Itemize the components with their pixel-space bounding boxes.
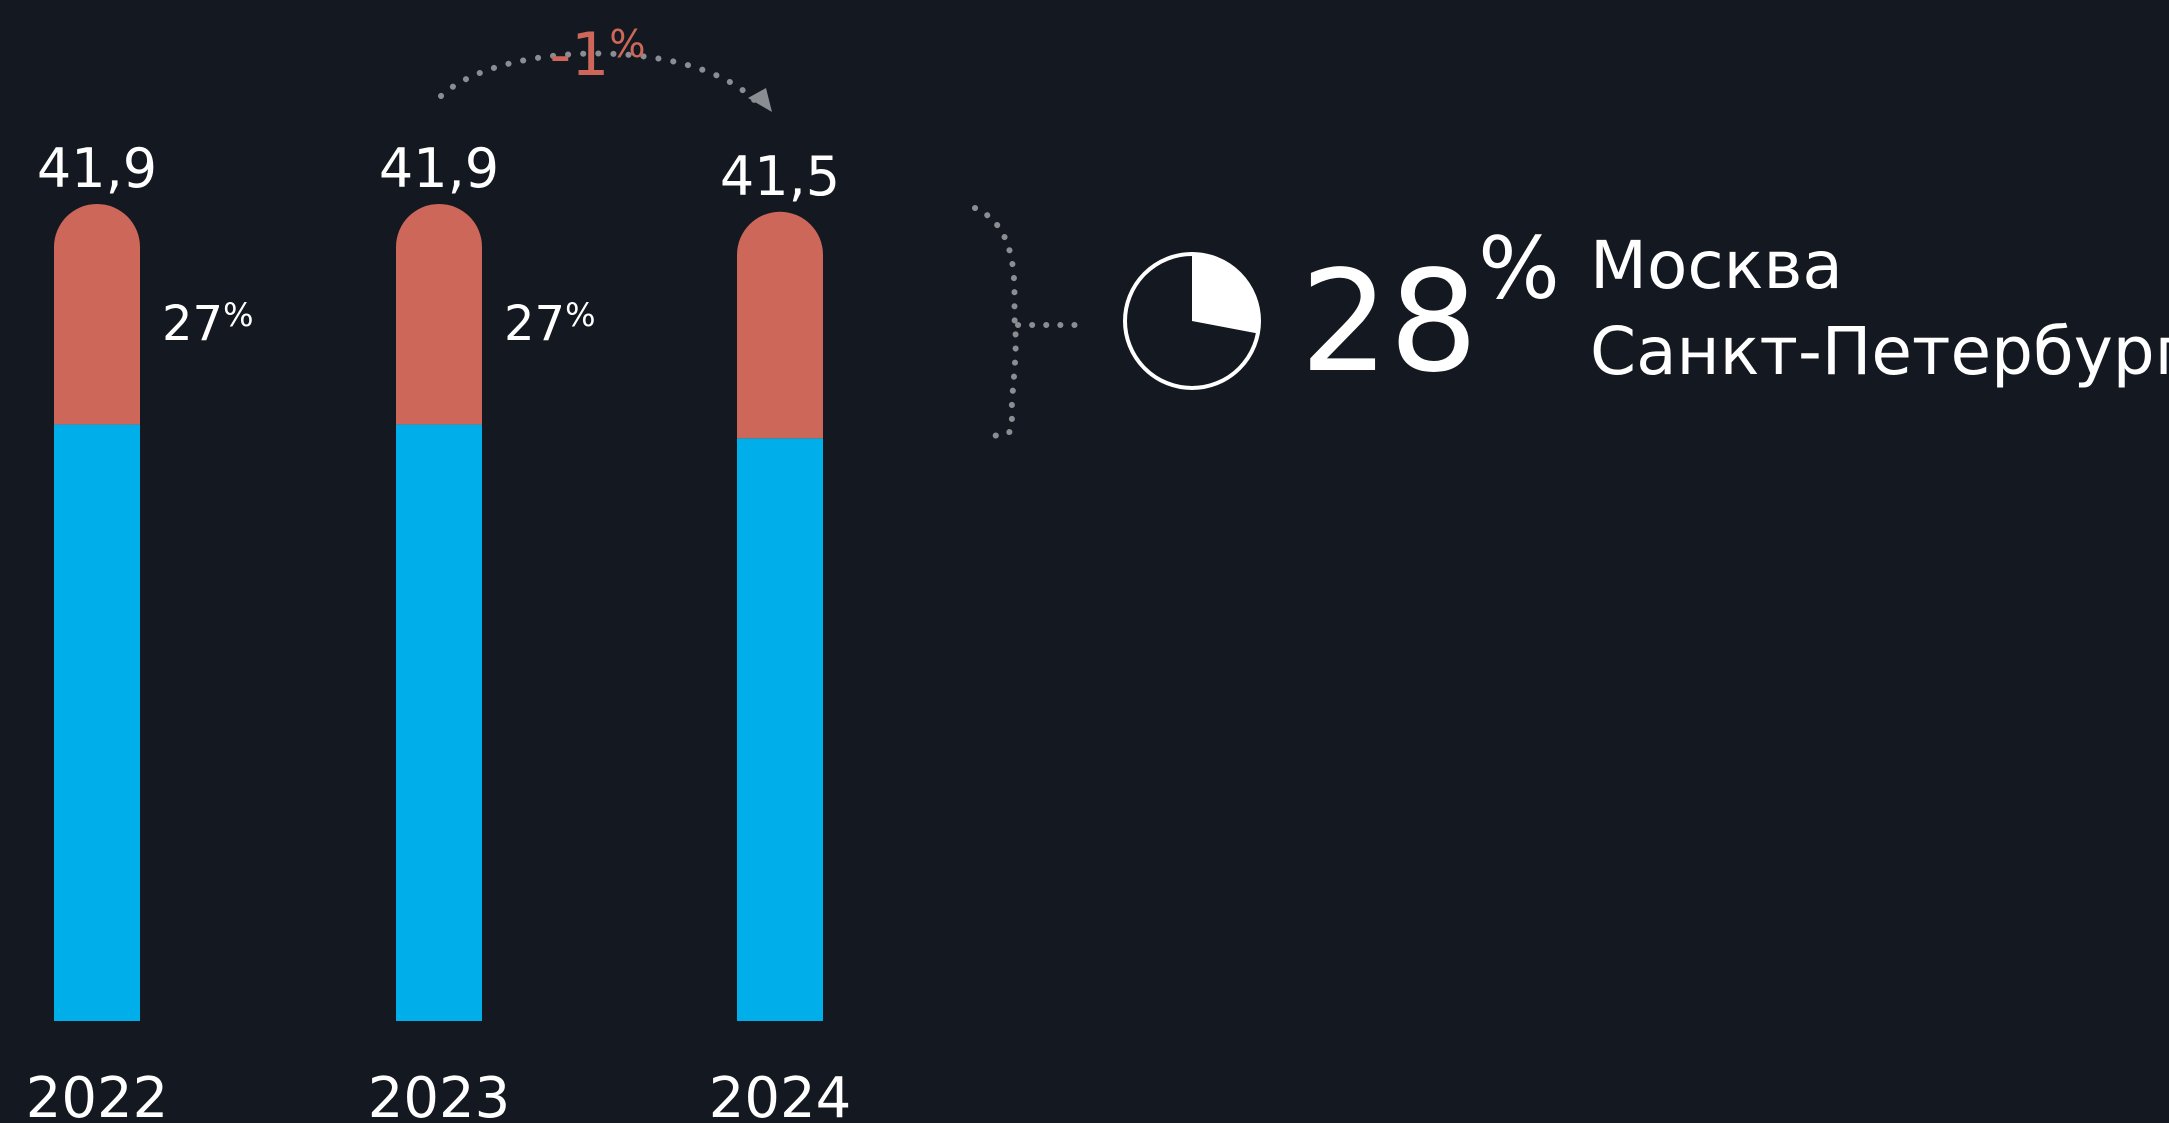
brace-connector bbox=[972, 205, 1019, 443]
change-arrow-arc bbox=[438, 50, 761, 107]
bar-total-label-2022: 41,9 bbox=[37, 137, 157, 200]
highlight-share-value: 28 bbox=[1300, 241, 1478, 404]
change-arrowhead-icon bbox=[748, 88, 772, 112]
share-label-2023: 27% bbox=[504, 296, 595, 352]
bar-bottom-segment-2022 bbox=[54, 424, 140, 1022]
bar-bottom-segment-2024 bbox=[737, 438, 823, 1022]
bar-total-label-2023: 41,9 bbox=[379, 137, 499, 200]
bar-total-label-2024: 41,5 bbox=[720, 145, 840, 208]
change-unit: % bbox=[609, 22, 645, 66]
change-label: -1% bbox=[550, 20, 646, 90]
city-label-spb: Санкт-Петербург bbox=[1590, 313, 2169, 390]
highlight-share-unit: % bbox=[1478, 219, 1560, 319]
bar-top-segment-2023 bbox=[396, 203, 482, 425]
change-value: -1 bbox=[550, 20, 610, 90]
bar-bottom-segment-2023 bbox=[396, 424, 482, 1022]
bar-top-segment-2024 bbox=[737, 211, 823, 439]
pie-share-icon bbox=[1123, 252, 1261, 390]
share-label-2022: 27% bbox=[162, 296, 253, 352]
year-label-2023: 2023 bbox=[368, 1066, 511, 1123]
bars-group bbox=[54, 203, 823, 1022]
year-label-2024: 2024 bbox=[709, 1066, 852, 1123]
bar-top-segment-2022 bbox=[54, 203, 140, 425]
city-label-moscow: Москва bbox=[1590, 227, 1843, 304]
pie-slice bbox=[1192, 254, 1259, 334]
year-label-2022: 2022 bbox=[26, 1066, 169, 1123]
labels-group: 41,9 2022 27% 41,9 2023 27% 41,5 2024 bbox=[26, 137, 852, 1123]
highlight-share: 28% bbox=[1300, 219, 1560, 404]
